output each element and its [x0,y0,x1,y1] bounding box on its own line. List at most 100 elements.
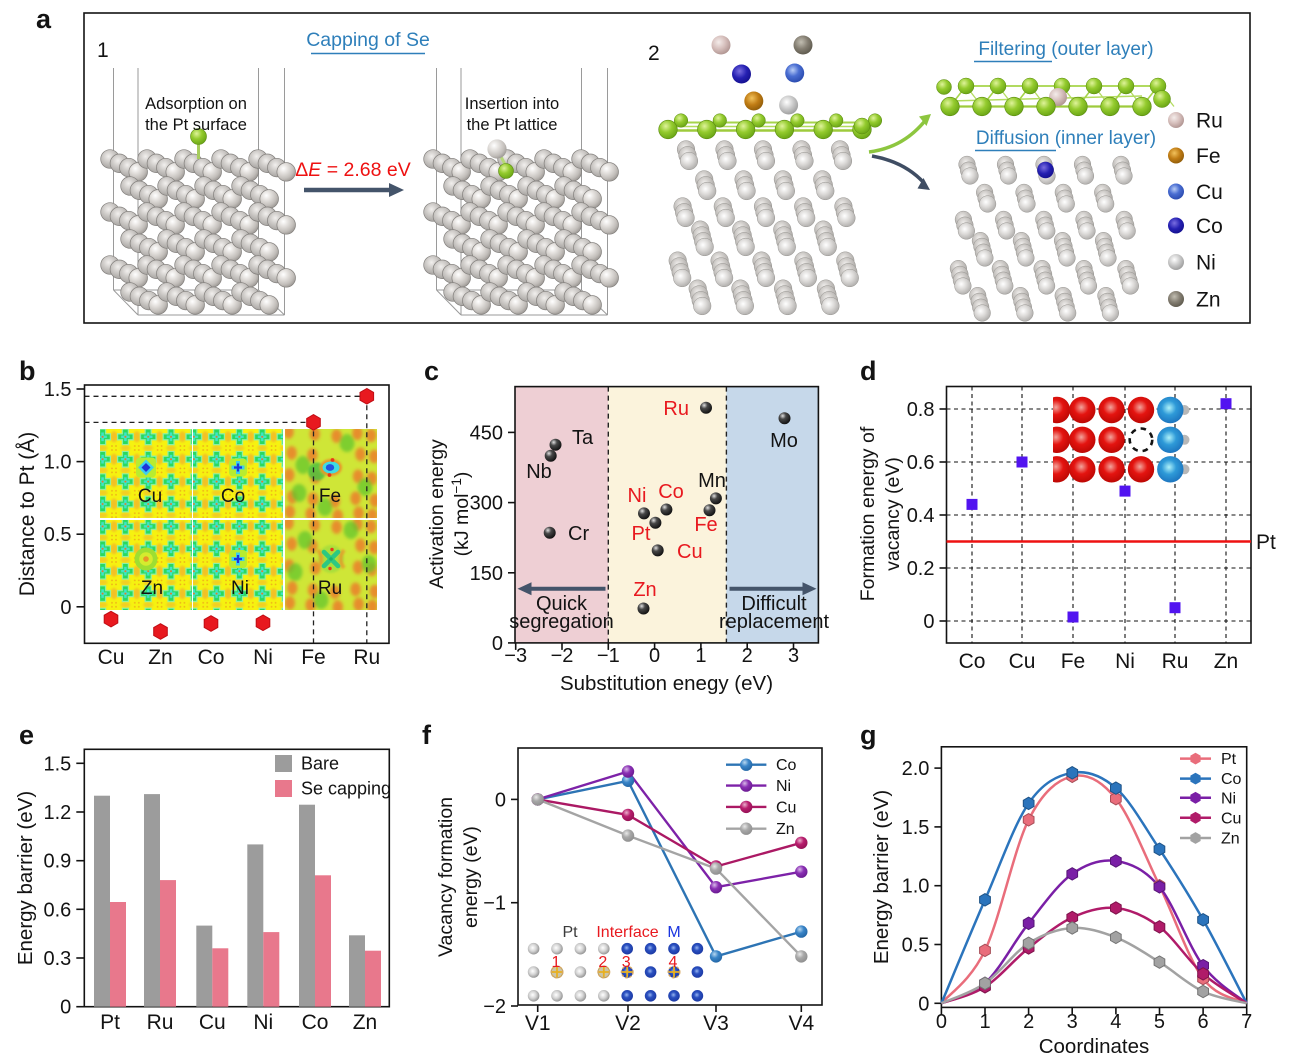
svg-text:0: 0 [495,789,506,811]
svg-text:Energy barrier (eV): Energy barrier (eV) [14,791,37,965]
svg-text:Co: Co [302,1011,329,1034]
svg-text:6: 6 [1198,1011,1209,1033]
svg-text:0.5: 0.5 [44,524,72,546]
svg-text:1: 1 [97,39,109,62]
svg-text:Quick: Quick [536,593,588,615]
svg-text:(kJ mol−1): (kJ mol−1) [449,472,473,557]
svg-text:2: 2 [598,954,607,971]
svg-text:Cu: Cu [1221,810,1241,827]
svg-text:−2: −2 [483,996,506,1018]
svg-text:a: a [36,4,52,34]
svg-text:0: 0 [918,993,929,1015]
svg-text:0.6: 0.6 [43,899,71,921]
svg-text:4: 4 [669,954,678,971]
svg-text:1.2: 1.2 [43,802,71,824]
svg-text:Ni: Ni [1196,252,1216,275]
svg-text:Zn: Zn [1221,831,1240,848]
svg-text:0: 0 [492,633,503,655]
svg-text:g: g [860,720,877,750]
svg-text:Fe: Fe [301,646,326,669]
svg-text:Mo: Mo [770,430,798,452]
svg-text:2: 2 [648,42,660,65]
svg-text:1.0: 1.0 [44,452,72,474]
svg-text:Co: Co [658,481,684,503]
svg-text:3: 3 [788,645,799,667]
svg-text:Nb: Nb [526,461,552,483]
svg-text:Zn: Zn [1214,650,1239,673]
svg-text:Co: Co [221,486,245,507]
svg-text:Distance to Pt (Å): Distance to Pt (Å) [16,432,39,597]
svg-text:Cr: Cr [568,523,589,545]
svg-text:Formation energy of: Formation energy of [857,426,879,601]
svg-text:Bare: Bare [301,754,339,774]
svg-text:V4: V4 [788,1012,814,1035]
svg-text:Diffusion (inner layer): Diffusion (inner layer) [976,128,1156,149]
svg-text:Cu: Cu [1009,650,1036,673]
svg-text:5: 5 [1154,1011,1165,1033]
svg-text:Mn: Mn [698,470,726,492]
svg-text:Fe: Fe [319,486,341,507]
svg-text:energy (eV): energy (eV) [460,826,482,928]
svg-text:1.5: 1.5 [44,379,72,401]
svg-text:Zn: Zn [1196,289,1221,312]
svg-text:0: 0 [60,597,71,619]
svg-text:the Pt surface: the Pt surface [145,116,247,134]
svg-text:Activation energy: Activation energy [426,439,448,589]
svg-text:1: 1 [695,645,706,667]
svg-text:Zn: Zn [776,821,795,838]
svg-text:Vacancy formation: Vacancy formation [435,797,457,957]
svg-text:−2: −2 [551,645,574,667]
svg-text:−1: −1 [483,893,506,915]
svg-text:1: 1 [979,1011,990,1033]
svg-text:450: 450 [470,422,503,444]
svg-text:Cu: Cu [199,1011,226,1034]
svg-text:0.3: 0.3 [43,948,71,970]
svg-text:Pt: Pt [632,523,651,545]
svg-text:Pt: Pt [1256,531,1276,554]
svg-text:Ru: Ru [147,1011,174,1034]
svg-text:2: 2 [1023,1011,1034,1033]
svg-text:Coordinates: Coordinates [1039,1035,1150,1058]
svg-text:0: 0 [60,997,71,1019]
svg-text:Adsorption on: Adsorption on [145,95,247,113]
svg-text:Ni: Ni [1115,650,1135,673]
svg-text:0: 0 [936,1011,947,1033]
svg-text:Ta: Ta [572,427,594,449]
svg-text:Ru: Ru [353,646,380,669]
svg-text:0.5: 0.5 [902,935,930,957]
svg-text:Ru: Ru [1196,110,1223,133]
svg-text:Energy barrier (eV): Energy barrier (eV) [870,790,893,964]
svg-text:Insertion into: Insertion into [465,95,559,113]
svg-text:0.2: 0.2 [907,558,935,580]
svg-text:Co: Co [776,757,797,774]
svg-text:Co: Co [1196,215,1223,238]
svg-text:1.5: 1.5 [43,753,71,775]
svg-text:segregation: segregation [509,611,614,633]
svg-text:Pt: Pt [562,924,578,941]
svg-text:b: b [19,356,36,386]
svg-text:Ni: Ni [776,778,791,795]
svg-text:e: e [19,720,34,750]
svg-text:Ru: Ru [663,398,689,420]
svg-text:c: c [424,356,439,386]
svg-text:150: 150 [470,563,503,585]
svg-text:3: 3 [622,954,631,971]
svg-text:300: 300 [470,493,503,515]
svg-text:2.0: 2.0 [902,758,930,780]
svg-text:the Pt lattice: the Pt lattice [467,116,558,134]
svg-text:Difficult: Difficult [741,593,807,615]
svg-text:replacement: replacement [719,611,830,633]
svg-text:Co: Co [1221,771,1242,788]
svg-text:Ni: Ni [1221,790,1236,807]
svg-text:0: 0 [649,645,660,667]
svg-text:d: d [860,356,877,386]
svg-text:Interface: Interface [596,924,658,941]
svg-text:Pt: Pt [100,1011,120,1034]
svg-text:1.0: 1.0 [902,876,930,898]
svg-text:V1: V1 [525,1012,551,1035]
svg-text:Fe: Fe [1061,650,1086,673]
svg-text:M: M [667,924,680,941]
svg-text:Cu: Cu [98,646,125,669]
svg-text:Ni: Ni [628,485,647,507]
svg-text:Capping of Se: Capping of Se [306,29,430,51]
